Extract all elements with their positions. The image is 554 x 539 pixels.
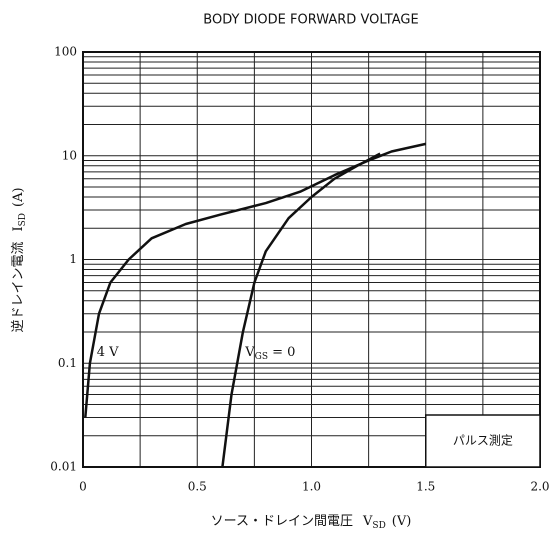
x-label-unit: (V) <box>392 514 412 529</box>
annotation: パルス測定 <box>453 433 513 448</box>
y-axis-label: 逆ドレイン電流 ISD (A) <box>10 187 28 332</box>
x-label-sub: SD <box>372 521 385 531</box>
y-label-unit: (A) <box>11 187 26 207</box>
y-label-symbol: I <box>11 226 26 231</box>
x-tick-label: 2.0 <box>530 480 549 494</box>
y-tick-label: 10 <box>62 148 77 162</box>
x-tick-label: 1.0 <box>302 480 321 494</box>
series-label: VGS = 0 <box>244 345 295 362</box>
x-tick-label: 0 <box>79 480 87 494</box>
series-name: 4 V <box>97 345 119 360</box>
plot-frame <box>82 51 541 468</box>
series-name-rest: = 0 <box>268 345 295 360</box>
series-name: V <box>244 345 255 360</box>
y-tick-label: 1 <box>69 252 77 266</box>
series-line <box>221 152 381 468</box>
y-tick-label: 100 <box>54 45 77 59</box>
y-label-sub: SD <box>18 213 28 226</box>
x-label-text: ソース・ドレイン間電圧 <box>211 514 353 529</box>
y-tick-label: 0.1 <box>58 356 77 370</box>
x-tick-label: 1.5 <box>416 480 435 494</box>
chart-title: BODY DIODE FORWARD VOLTAGE <box>203 13 418 28</box>
series-name-sub: GS <box>255 352 268 362</box>
y-tick-label: 0.01 <box>50 460 77 474</box>
x-axis-label: ソース・ドレイン間電圧 VSD (V) <box>211 514 412 531</box>
x-tick-label: 0.5 <box>188 480 207 494</box>
x-label-symbol: V <box>362 514 373 529</box>
series-label: 4 V <box>97 345 119 360</box>
y-label-text: 逆ドレイン電流 <box>10 242 26 333</box>
annotation-box <box>425 414 541 468</box>
